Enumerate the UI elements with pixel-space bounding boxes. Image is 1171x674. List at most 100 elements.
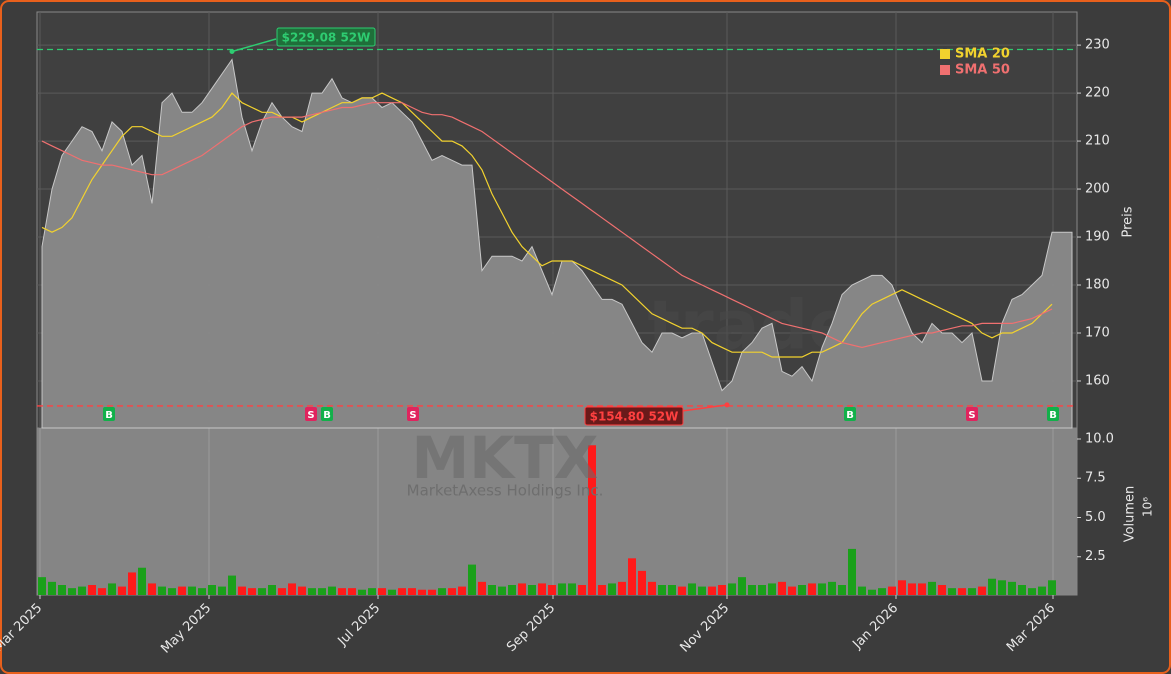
- volume-bar: [138, 567, 146, 595]
- volume-bar: [578, 585, 586, 595]
- volume-bar: [228, 575, 236, 595]
- signal-box: [305, 407, 317, 421]
- volume-bar: [118, 586, 126, 595]
- volume-bar: [378, 588, 386, 595]
- volume-bar: [508, 585, 516, 595]
- signal-label: B: [846, 410, 854, 421]
- volume-bar: [268, 585, 276, 595]
- y-tick-label: 230: [1085, 38, 1110, 53]
- volume-tick-label: 10.0: [1085, 431, 1114, 446]
- volume-bar: [728, 583, 736, 595]
- legend-swatch: [940, 65, 950, 75]
- annotation-arrow: [681, 404, 728, 412]
- volume-bar: [248, 588, 256, 595]
- volume-bar: [638, 570, 646, 595]
- volume-bar: [488, 585, 496, 595]
- arrow-head: [229, 49, 235, 55]
- volume-bar: [308, 588, 316, 595]
- volume-bar: [738, 577, 746, 595]
- ticker-watermark: MKTX: [412, 424, 599, 492]
- volume-bar: [828, 581, 836, 595]
- volume-bar: [618, 581, 626, 595]
- volume-bar: [768, 583, 776, 595]
- volume-bar: [518, 583, 526, 595]
- signal-box: [407, 407, 419, 421]
- volume-tick-label: 7.5: [1085, 471, 1106, 486]
- volume-bar: [418, 589, 426, 595]
- volume-bar: [898, 580, 906, 595]
- volume-bar: [718, 585, 726, 595]
- volume-bar: [878, 588, 886, 595]
- volume-bar: [218, 586, 226, 595]
- volume-bar: [448, 588, 456, 595]
- volume-bar: [558, 583, 566, 595]
- legend-label: SMA 50: [955, 63, 1010, 78]
- volume-bar: [148, 583, 156, 595]
- volume-bar: [868, 589, 876, 595]
- signal-label: B: [1049, 410, 1057, 421]
- legend-label: SMA 20: [955, 47, 1010, 62]
- y-tick-label: 170: [1085, 325, 1110, 340]
- signal-box: [321, 407, 333, 421]
- volume-bar: [388, 589, 396, 595]
- volume-bar: [298, 586, 306, 595]
- volume-bar: [338, 588, 346, 595]
- volume-bar: [368, 588, 376, 595]
- volume-bar: [648, 581, 656, 595]
- signal-label: S: [307, 410, 314, 421]
- y-tick-label: 160: [1085, 373, 1110, 388]
- signal-label: B: [105, 410, 113, 421]
- volume-bar: [408, 588, 416, 595]
- volume-bar: [468, 564, 476, 595]
- volume-bar: [598, 585, 606, 595]
- volume-bar: [848, 548, 856, 595]
- volume-bar: [168, 588, 176, 595]
- volume-bar: [1008, 581, 1016, 595]
- volume-bar: [688, 583, 696, 595]
- volume-bar: [668, 585, 676, 595]
- y-tick-label: 180: [1085, 278, 1110, 293]
- arrow-head: [724, 402, 730, 408]
- volume-bar: [958, 588, 966, 595]
- high-label: $229.08 52W: [282, 31, 371, 45]
- signal-label: S: [968, 410, 975, 421]
- volume-bar: [678, 586, 686, 595]
- volume-bar: [208, 585, 216, 595]
- volume-bar: [68, 588, 76, 595]
- annotation-arrow: [231, 38, 277, 53]
- sma-line: [41, 92, 1053, 358]
- volume-bar: [588, 445, 596, 595]
- signal-box: [103, 407, 115, 421]
- volume-bar: [818, 583, 826, 595]
- volume-bar: [88, 585, 96, 595]
- volume-bar: [908, 583, 916, 595]
- volume-bar: [358, 589, 366, 595]
- legend-swatch: [940, 49, 950, 59]
- volume-bar: [278, 588, 286, 595]
- volume-bar: [628, 558, 636, 595]
- volume-bar: [398, 588, 406, 595]
- y-tick-label: 200: [1085, 182, 1110, 197]
- volume-bar: [128, 572, 136, 595]
- volume-bar: [838, 585, 846, 595]
- plot: [37, 48, 1077, 595]
- low-label: $154.80 52W: [590, 410, 679, 424]
- volume-bar: [808, 583, 816, 595]
- volume-bar: [858, 586, 866, 595]
- volume-unit: 10⁶: [1141, 497, 1155, 517]
- volume-bar: [188, 586, 196, 595]
- volume-bar: [98, 588, 106, 595]
- company-watermark: MarketAxess Holdings Inc.: [407, 482, 604, 500]
- y-tick-label: 190: [1085, 230, 1110, 245]
- volume-bar: [778, 581, 786, 595]
- volume-axis-label: Volumen: [1123, 486, 1138, 543]
- volume-bar: [1038, 586, 1046, 595]
- volume-bar: [998, 580, 1006, 595]
- volume-bar: [478, 581, 486, 595]
- volume-bar: [918, 583, 926, 595]
- volume-bar: [438, 588, 446, 595]
- volume-bar: [78, 586, 86, 595]
- volume-bar: [948, 588, 956, 595]
- y-tick-label: 220: [1085, 86, 1110, 101]
- volume-bar: [318, 588, 326, 595]
